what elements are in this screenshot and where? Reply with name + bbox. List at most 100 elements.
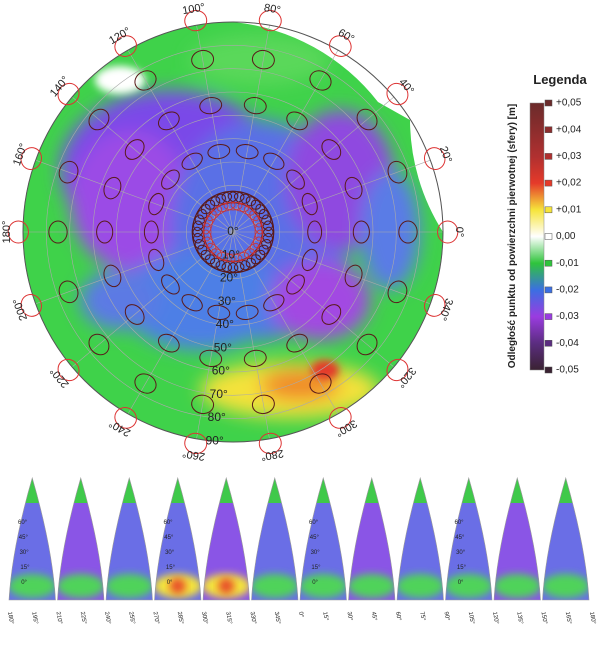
gore-latitude-label: 45° [164,535,174,541]
gore-longitude-label: 210° [55,611,63,625]
gore-cap [542,478,591,503]
gore-latitude-label: 45° [19,535,29,541]
gore [445,478,494,600]
gore-longitude-label: 45° [370,611,378,622]
gore-band [542,574,591,598]
gore-band [8,574,57,598]
latitude-label: 60° [212,364,230,378]
gore [542,478,591,600]
gore-cap [154,478,203,503]
longitude-label: 0° [453,227,465,238]
page: 0° 20° 40° 60° 80° 100° 120° 140° 160° 180° 200° 22… [0,0,597,644]
longitude-label: 20° [437,145,454,165]
legend-label: -0,02 [556,285,579,296]
gore-longitude-label: 180° [6,611,14,625]
gore-longitude-label: 120° [491,611,499,625]
legend-swatch [545,314,552,320]
gore-longitude-label: 150° [540,611,548,625]
longitude-label: 300° [333,417,359,439]
legend-label: 0,00 [556,231,576,242]
longitude-label: 120° [107,25,133,47]
gore-band [57,574,106,598]
gore-latitude-label: 0° [167,580,173,586]
gore-band [105,574,154,598]
gore [57,478,106,600]
gore-cap [8,478,57,503]
gore-latitude-label: 30° [165,550,175,556]
gore-cap [57,478,106,503]
longitude-label: 280° [260,447,285,463]
gore-longitude-label: 0° [297,611,304,618]
gore-longitude-label: 180° [588,611,596,625]
legend-swatch [545,207,552,213]
legend-label: -0,03 [556,311,579,322]
legend-swatch [545,260,552,266]
longitude-label: 240° [107,417,133,439]
longitude-label: 140° [48,74,72,99]
gore-cap [396,478,445,503]
gore-latitude-label: 30° [456,550,466,556]
gore-latitude-label: 15° [166,565,176,571]
longitude-label: 100° [181,1,206,17]
legend-swatch [545,127,552,133]
legend-swatch [545,100,552,106]
gore [202,478,251,600]
gore-latitude-label: 0° [21,580,27,586]
gore [105,478,154,600]
longitude-label: 340° [436,297,455,322]
latitude-label: 40° [216,317,234,331]
gore-latitude-label: 0° [458,580,464,586]
gore-latitude-label: 15° [311,565,321,571]
gore-longitude-label: 195° [30,611,38,625]
legend-axis-label: Odległość punktu od powierzchni pierwotn… [507,104,518,368]
gore-longitude-label: 345° [273,611,281,625]
gore-longitude-label: 165° [564,611,572,625]
gore [251,478,300,600]
longitude-label: 320° [394,365,418,390]
gore-longitude-label: 285° [176,611,184,625]
legend-swatch [545,234,552,240]
gore-cap [299,478,348,503]
legend-swatch [545,153,552,159]
gore-longitude-label: 240° [103,611,111,625]
gore-latitude-label: 15° [20,565,30,571]
gore-latitude-label: 15° [457,565,467,571]
gore-longitude-label: 15° [321,611,329,622]
gore-longitude-label: 330° [249,611,257,625]
gore-band [493,574,542,598]
legend-label: -0,04 [556,338,579,349]
legend-swatch [545,340,552,346]
legend-label: -0,05 [556,365,579,376]
gore-latitude-label: 0° [312,580,318,586]
longitude-label: 220° [48,365,72,390]
gore-longitude-label: 315° [224,611,232,625]
gore-longitude-label: 30° [346,611,354,622]
gore-latitude-label: 60° [455,520,465,526]
legend-swatch [545,287,552,293]
longitude-label: 200° [11,297,30,322]
legend-label: +0,03 [556,151,582,162]
gore-longitude-label: 300° [200,611,208,625]
gore-cap [105,478,154,503]
gore-latitude-label: 30° [311,550,321,556]
legend-label: -0,01 [556,258,579,269]
gore-cap [493,478,542,503]
latitude-label: 20° [220,271,238,285]
legend-label: +0,01 [556,204,582,215]
legend-title: Legenda [533,72,587,87]
gore [8,478,57,600]
legend-swatch [545,367,552,373]
legend-swatch [545,180,552,186]
gore-band [396,574,445,598]
longitude-label: 80° [263,2,281,17]
gore-latitude-label: 60° [309,520,319,526]
longitude-label: 180° [1,221,13,244]
gore-cap [202,478,251,503]
legend-label: +0,04 [556,124,582,135]
latitude-label: 90° [206,433,224,447]
polar-map: 0° 20° 40° 60° 80° 100° 120° 140° 160° 180° 200° 22… [1,1,465,462]
longitude-label: 160° [11,142,30,167]
gore-longitude-label: 135° [515,611,523,625]
gore-longitude-label: 225° [79,611,87,625]
gore-band [299,574,348,598]
